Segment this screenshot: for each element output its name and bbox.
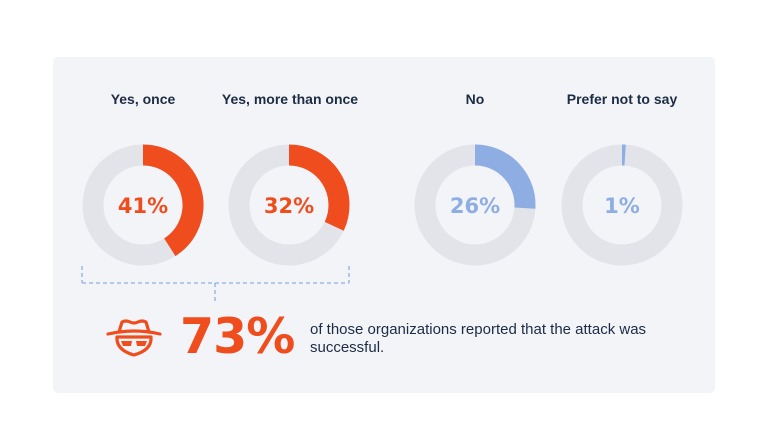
value-label-yes-more: 32% bbox=[264, 194, 314, 218]
infographic-card bbox=[53, 57, 715, 393]
headline-stat: 73% bbox=[180, 308, 295, 365]
category-label-yes-once: Yes, once bbox=[110, 91, 176, 107]
donut-chart-prefer-not: 1% bbox=[561, 144, 683, 266]
category-label-prefer-not: Prefer not to say bbox=[566, 91, 678, 107]
donut-segment-yes-more bbox=[288, 144, 350, 231]
donut-segment-no bbox=[474, 144, 536, 209]
category-label-no: No bbox=[465, 91, 485, 107]
value-label-no: 26% bbox=[450, 194, 500, 218]
donut-chart-no: 26% bbox=[414, 144, 536, 266]
donut-chart-yes-more: 32% bbox=[228, 144, 350, 266]
donut-chart-yes-once: 41% bbox=[82, 144, 204, 266]
hacker-icon bbox=[106, 319, 162, 357]
category-label-yes-more: Yes, more than once bbox=[221, 91, 359, 107]
headline-description: of those organizations reported that the… bbox=[310, 321, 647, 356]
donut-segment-yes-once bbox=[142, 144, 204, 257]
value-label-prefer-not: 1% bbox=[604, 194, 640, 218]
value-label-yes-once: 41% bbox=[118, 194, 168, 218]
